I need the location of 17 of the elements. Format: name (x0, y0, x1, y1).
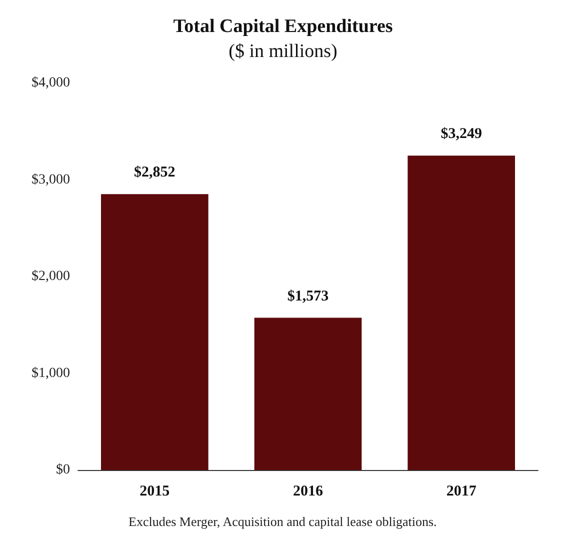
y-tick-label: $3,000 (32, 172, 70, 188)
bar (254, 318, 362, 470)
y-tick-label: $1,000 (32, 366, 70, 381)
text: Excludes Merger, Acquisition and capital lease obligations. (128, 514, 437, 529)
x-tick-label: 2016 (293, 484, 324, 500)
bar (101, 194, 208, 470)
bar (408, 156, 515, 470)
y-tick-label: $2,000 (32, 269, 70, 284)
chart-subtitle: ($ in millions) (228, 41, 338, 62)
y-tick-label: $0 (56, 462, 70, 478)
x-tick-label: 2015 (140, 484, 170, 500)
data-label: $1,573 (287, 288, 329, 304)
data-label: $3,249 (440, 126, 482, 142)
data-label: $2,852 (134, 164, 176, 181)
chart-title: Total Capital Expenditures (173, 16, 393, 37)
y-tick-label: $4,000 (32, 76, 70, 90)
x-tick-label: 2017 (446, 484, 477, 500)
